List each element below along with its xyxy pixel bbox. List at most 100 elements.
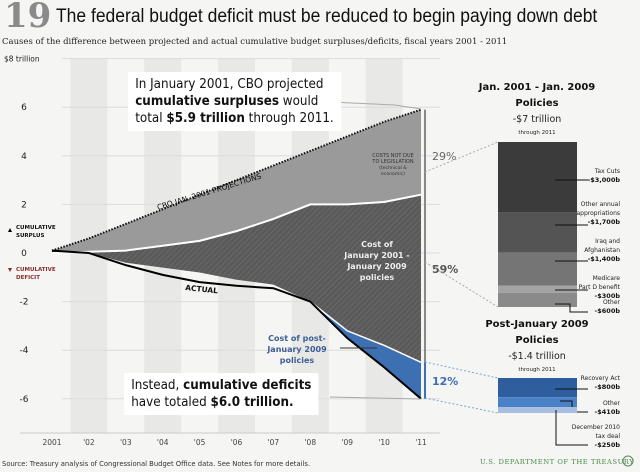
y-tick-label: 2	[21, 200, 27, 210]
policies-2001-bar-value: -$600b	[595, 307, 621, 315]
x-tick-label: 2001	[42, 438, 61, 447]
callout-text: cumulative deficits	[183, 378, 312, 393]
label-line: Other	[603, 299, 621, 306]
label-line: Tax Cuts	[594, 168, 620, 175]
label-line: SURPLUS	[16, 233, 44, 239]
area-label-2009-policies: Cost of post- January 2009 policies	[266, 334, 327, 365]
label-line: DEFICIT	[16, 275, 40, 281]
y-tick-label: -4	[20, 346, 29, 356]
label-line: Part D benefit	[579, 284, 621, 291]
legend-surplus: CUMULATIVE SURPLUS	[16, 225, 56, 239]
label-line: Other	[603, 400, 621, 407]
callout-text: Instead,	[131, 378, 184, 393]
surplus-triangle-icon	[8, 228, 12, 232]
policies-2001-bar-leader	[555, 303, 588, 313]
label-line: Other annual	[581, 201, 621, 208]
callout-text: would	[278, 94, 319, 109]
callout-text: $6.0 trillion.	[210, 395, 294, 410]
y-tick-label: 6	[21, 103, 27, 113]
policies-2001-bar-category: Tax Cuts	[594, 168, 620, 175]
label-line: Cost of post-	[268, 334, 326, 343]
callout-actual: Instead, cumulative deficits have totale…	[124, 373, 319, 415]
policies-2009-bar-leader	[555, 410, 588, 446]
label-line: policies	[360, 273, 395, 282]
share-technical: 29%	[432, 150, 456, 163]
policies-2009-bar-value: -$250b	[595, 441, 621, 449]
policies-2009-bar-total: -$1.4 trillion	[508, 351, 566, 362]
callout-text: total	[135, 111, 167, 126]
callout-text: have totaled	[131, 395, 211, 410]
label-line: TO LEGISLATION	[371, 159, 413, 165]
callout-leader	[329, 396, 422, 400]
policies-2001-bar-category: Other	[603, 299, 621, 306]
y-tick-label: 4	[21, 152, 27, 162]
connector-line	[424, 361, 499, 379]
treasury-seal-icon	[622, 455, 634, 467]
label-line: Recovery Act	[581, 375, 621, 382]
x-tick-label: '10	[378, 438, 390, 447]
label-line: January 2001 -	[343, 251, 409, 260]
label-line: December 2010	[572, 424, 620, 431]
deficit-triangle-icon	[8, 268, 12, 272]
policies-2001-bar-title-2: Policies	[515, 98, 558, 109]
area-2001-policies	[52, 194, 421, 363]
source-note: Source: Treasury analysis of Congression…	[2, 460, 311, 468]
policies-2009-bar-note: through 2011	[518, 367, 555, 373]
policies-2001-bar-note: through 2011	[518, 130, 555, 136]
label-line: policies	[280, 356, 315, 365]
connector-line	[424, 397, 499, 414]
policies-2001-bar-segment	[498, 252, 577, 286]
callout-projected: In January 2001, CBO projected cumulativ…	[128, 72, 341, 131]
policies-2001-bar-segment	[498, 212, 577, 253]
x-tick-label: '11	[415, 438, 427, 447]
y-tick-label: 0	[21, 249, 27, 259]
policies-2009-bar-category: Other	[603, 400, 621, 407]
policies-2009-bar-category: December 2010 tax deal	[572, 424, 621, 440]
policies-2009-bar-category: Recovery Act	[581, 375, 621, 382]
x-tick-label: '06	[231, 438, 243, 447]
legend-deficit: CUMULATIVE DEFICIT	[16, 267, 56, 281]
series-label-actual: ACTUAL	[185, 283, 219, 295]
share-2001-policies: 59%	[432, 263, 458, 276]
callout-text: cumulative surpluses	[135, 94, 279, 109]
connector-line	[424, 141, 499, 173]
policies-2009-bar-segment	[498, 378, 577, 398]
label-line: (technical &	[379, 165, 407, 171]
policies-2009-bar-title-1: Post-January 2009	[485, 319, 588, 330]
policies-2009-bar-value: -$410b	[595, 408, 621, 416]
policies-2001-bar-category: Medicare Part D benefit	[579, 275, 621, 291]
x-tick-label: '07	[268, 438, 280, 447]
policies-2001-bar-value: -$1,700b	[588, 218, 621, 226]
label-line: CUMULATIVE	[16, 267, 56, 273]
policies-2009-bar-value: -$800b	[595, 383, 621, 391]
policies-2009-bar-segment	[498, 407, 577, 413]
label-line: tax deal	[596, 433, 621, 440]
label-line: Cost of	[361, 240, 393, 249]
area-label-2001-policies: Cost of January 2001 - January 2009 policie…	[343, 240, 409, 282]
policies-2009-bar-title-2: Policies	[515, 335, 558, 346]
label-line: COSTS NOT DUE	[372, 153, 413, 159]
callout-text: In January 2001, CBO projected	[135, 77, 324, 92]
connector-line	[424, 261, 499, 308]
policies-2001-bar-value: -$1,400b	[588, 255, 621, 263]
x-tick-label: '04	[157, 438, 169, 447]
y-tick-label: -2	[20, 298, 29, 308]
policies-2001-bar-segment	[498, 292, 577, 307]
policy-boundary-line	[309, 301, 422, 364]
label-line: appropriations	[576, 210, 620, 217]
technical-line	[51, 193, 422, 254]
callout-text: through 2011.	[244, 111, 334, 126]
policies-2001-bar-value: -$3,000b	[588, 176, 621, 184]
policies-2001-bar-segment	[498, 285, 577, 293]
treasury-logo-text: U.S. DEPARTMENT OF THE TREASURY	[480, 458, 635, 466]
label-line: January 2009	[346, 262, 407, 271]
label-line: economic)	[381, 171, 405, 177]
x-tick-label: '02	[83, 438, 95, 447]
policies-2001-bar-segment	[498, 142, 577, 213]
x-tick-label: '03	[120, 438, 132, 447]
label-line: Afghanistan	[584, 247, 620, 254]
area-label-technical: COSTS NOT DUE TO LEGISLATION (technical & e…	[371, 153, 413, 177]
label-line: Iraq and	[595, 238, 620, 245]
y-tick-label: -6	[20, 395, 29, 405]
policies-2001-bar-category: Iraq and Afghanistan	[584, 238, 620, 254]
